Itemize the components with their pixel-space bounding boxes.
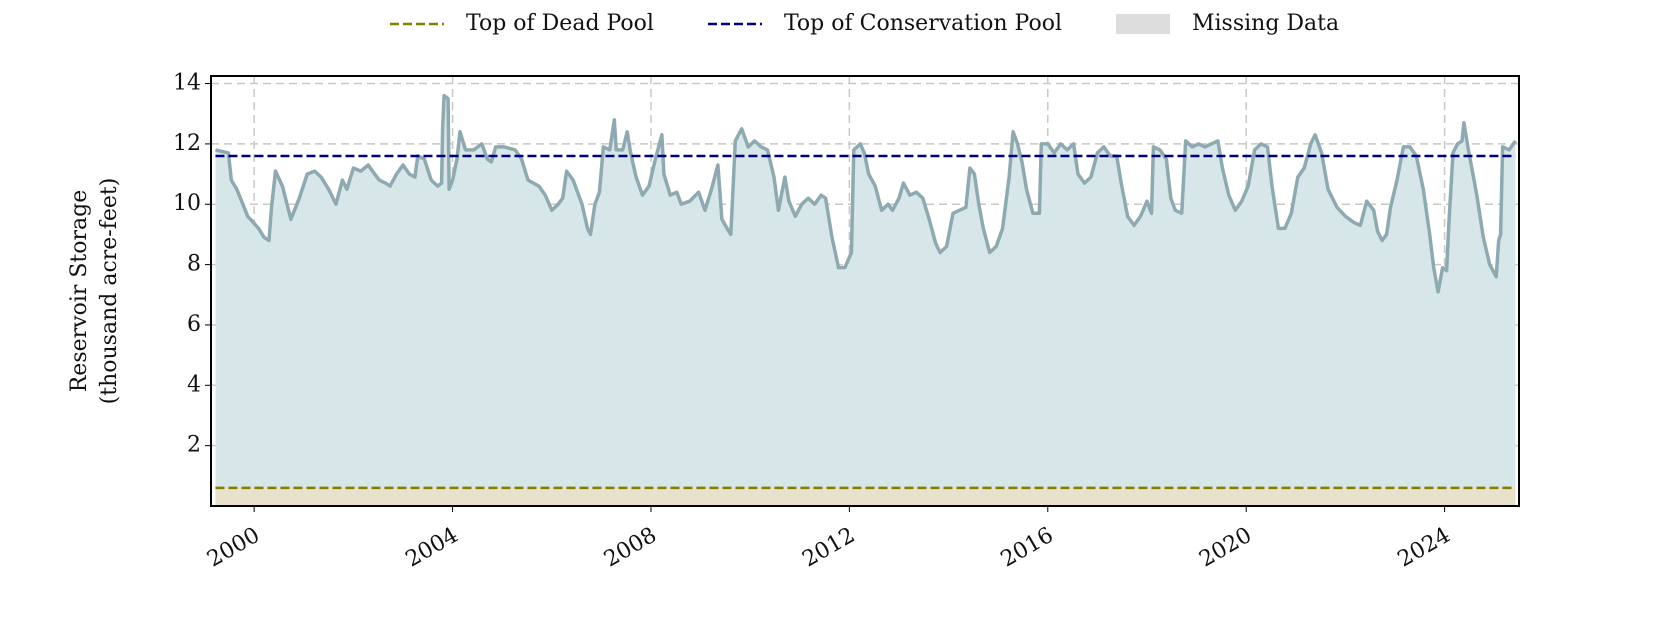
y-axis-label: (thousand acre-feet) bbox=[97, 178, 122, 405]
x-tick-label: 2020 bbox=[1195, 523, 1256, 573]
y-tick-label: 6 bbox=[187, 312, 201, 337]
area-fill bbox=[215, 95, 1516, 506]
x-tick-label: 2004 bbox=[402, 523, 463, 573]
x-tick-label: 2012 bbox=[798, 523, 859, 573]
pool-fill bbox=[215, 487, 1516, 506]
plot-frame bbox=[210, 75, 1520, 507]
x-tick-label: 2000 bbox=[203, 523, 264, 573]
y-tick-label: 8 bbox=[187, 252, 201, 277]
y-tick-label: 2 bbox=[187, 433, 201, 458]
storage-line bbox=[215, 93, 1517, 294]
y-tick-label: 10 bbox=[173, 191, 201, 216]
x-tick-label: 2016 bbox=[997, 523, 1058, 573]
y-tick-label: 12 bbox=[173, 131, 201, 156]
y-axis-label: Reservoir Storage bbox=[67, 190, 92, 393]
legend-label: Top of Dead Pool bbox=[466, 11, 654, 36]
x-tick-label: 2024 bbox=[1394, 523, 1455, 573]
x-tick-label: 2008 bbox=[600, 523, 661, 573]
legend-label: Missing Data bbox=[1192, 11, 1339, 36]
y-tick-label: 14 bbox=[173, 71, 201, 96]
legend-swatch bbox=[1115, 14, 1170, 34]
y-tick-label: 4 bbox=[187, 372, 201, 397]
legend-label: Top of Conservation Pool bbox=[784, 11, 1062, 36]
